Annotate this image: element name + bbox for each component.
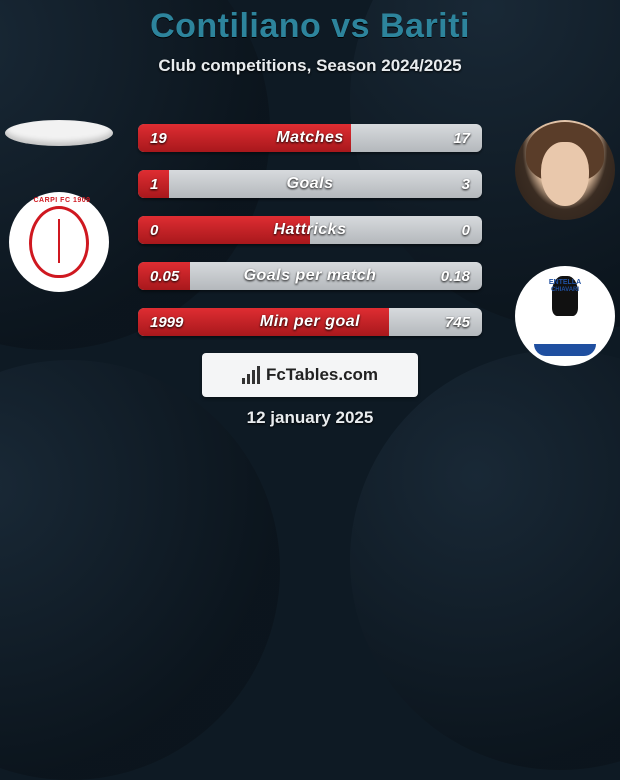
source-tag-text: FcTables.com (266, 365, 378, 385)
stat-value-left: 0 (150, 216, 158, 244)
stat-bar: Matches19 17 (138, 124, 482, 152)
stat-label: Matches (138, 124, 482, 152)
stat-bars: Matches19 17 Goals1 3 Hattricks0 0 Goals per m… (138, 124, 482, 336)
stat-value-right: 3 (462, 170, 470, 198)
stat-bar: Goals per match0.05 0.18 (138, 262, 482, 290)
stat-label: Goals (138, 170, 482, 198)
page-title: Contiliano vs Bariti (0, 0, 620, 46)
stat-value-left: 1 (150, 170, 158, 198)
stat-bar: Hattricks0 0 (138, 216, 482, 244)
player-photo-left (5, 120, 113, 146)
stat-label: Goals per match (138, 262, 482, 290)
stat-label: Min per goal (138, 308, 482, 336)
stat-value-left: 1999 (150, 308, 183, 336)
player-photo-right (515, 120, 615, 220)
stat-label: Hattricks (138, 216, 482, 244)
stat-value-right: 0.18 (441, 262, 470, 290)
stat-bar: Min per goal1999 745 (138, 308, 482, 336)
stat-bar: Goals1 3 (138, 170, 482, 198)
barchart-icon (242, 366, 260, 384)
club-badge-right: ENTELLA CHIAVARI (515, 266, 615, 366)
source-tag[interactable]: FcTables.com (202, 353, 418, 397)
subtitle: Club competitions, Season 2024/2025 (0, 56, 620, 76)
stat-value-right: 17 (453, 124, 470, 152)
stat-value-right: 745 (445, 308, 470, 336)
stat-value-left: 0.05 (150, 262, 179, 290)
club-badge-left (9, 192, 109, 292)
stat-value-right: 0 (462, 216, 470, 244)
date-text: 12 january 2025 (0, 408, 620, 428)
badge-text: ENTELLA CHIAVARI (549, 279, 581, 293)
player-column-left (5, 120, 113, 292)
stat-value-left: 19 (150, 124, 167, 152)
entella-shield-icon: ENTELLA CHIAVARI (534, 276, 596, 356)
carpi-shield-icon (29, 206, 89, 278)
player-column-right: ENTELLA CHIAVARI (515, 120, 615, 366)
